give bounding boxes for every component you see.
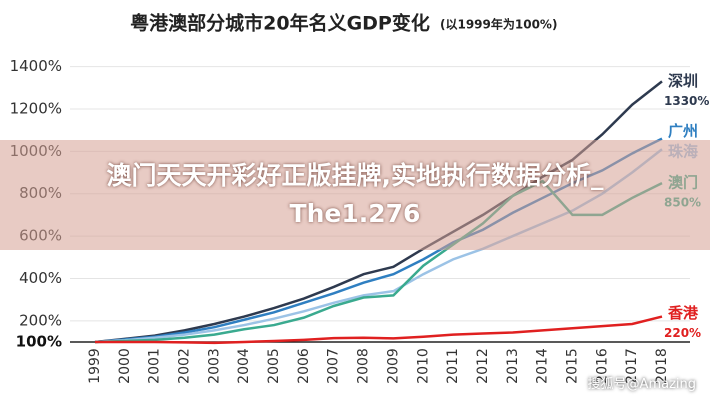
- x-tick-label: 2003: [206, 348, 222, 384]
- y-tick-label: 400%: [19, 269, 62, 287]
- x-tick-label: 1999: [87, 348, 103, 384]
- x-tick-label: 2007: [326, 348, 342, 384]
- x-tick-label: 2009: [385, 348, 401, 384]
- x-tick-label: 2012: [475, 348, 491, 384]
- x-tick-label: 2000: [117, 348, 133, 384]
- x-tick-label: 2016: [594, 348, 610, 384]
- x-tick-label: 2010: [415, 348, 431, 384]
- overlay-banner: 澳门天天开彩好正版挂牌,实地执行数据分析_ The1.276: [0, 140, 710, 250]
- y-tick-label: 1200%: [10, 99, 62, 117]
- y-tick-label: 200%: [19, 311, 62, 329]
- value-label: 1330%: [664, 94, 709, 108]
- overlay-text: The1.276: [289, 199, 421, 228]
- y-tick-label: 1400%: [10, 57, 62, 75]
- series-line: [95, 315, 663, 345]
- legend-label: 广州: [668, 122, 698, 140]
- x-tick-label: 2001: [147, 348, 163, 384]
- legend-label: 香港: [668, 304, 699, 322]
- x-tick-label: 2004: [236, 348, 252, 384]
- legend-label: 深圳: [668, 72, 698, 90]
- y-tick-label: 100%: [16, 333, 62, 351]
- x-tick-label: 2015: [564, 348, 580, 384]
- x-tick-label: 2008: [356, 348, 372, 384]
- x-tick-label: 2011: [445, 348, 461, 384]
- x-tick-label: 2005: [266, 348, 282, 384]
- x-tick-label: 2018: [654, 348, 670, 384]
- x-tick-label: 2002: [177, 348, 193, 384]
- chart-title: 粤港澳部分城市20年名义GDP变化: [130, 12, 430, 35]
- watermark: 搜狐号@Amazing: [587, 377, 696, 392]
- value-label: 220%: [664, 326, 701, 340]
- x-tick-label: 2013: [505, 348, 521, 384]
- x-tick-label: 2006: [296, 348, 312, 384]
- x-tick-label: 2014: [535, 348, 551, 384]
- chart-subtitle: (以1999年为100%): [440, 17, 557, 32]
- x-tick-label: 2017: [624, 348, 640, 384]
- overlay-text: 澳门天天开彩好正版挂牌,实地执行数据分析_: [106, 161, 604, 190]
